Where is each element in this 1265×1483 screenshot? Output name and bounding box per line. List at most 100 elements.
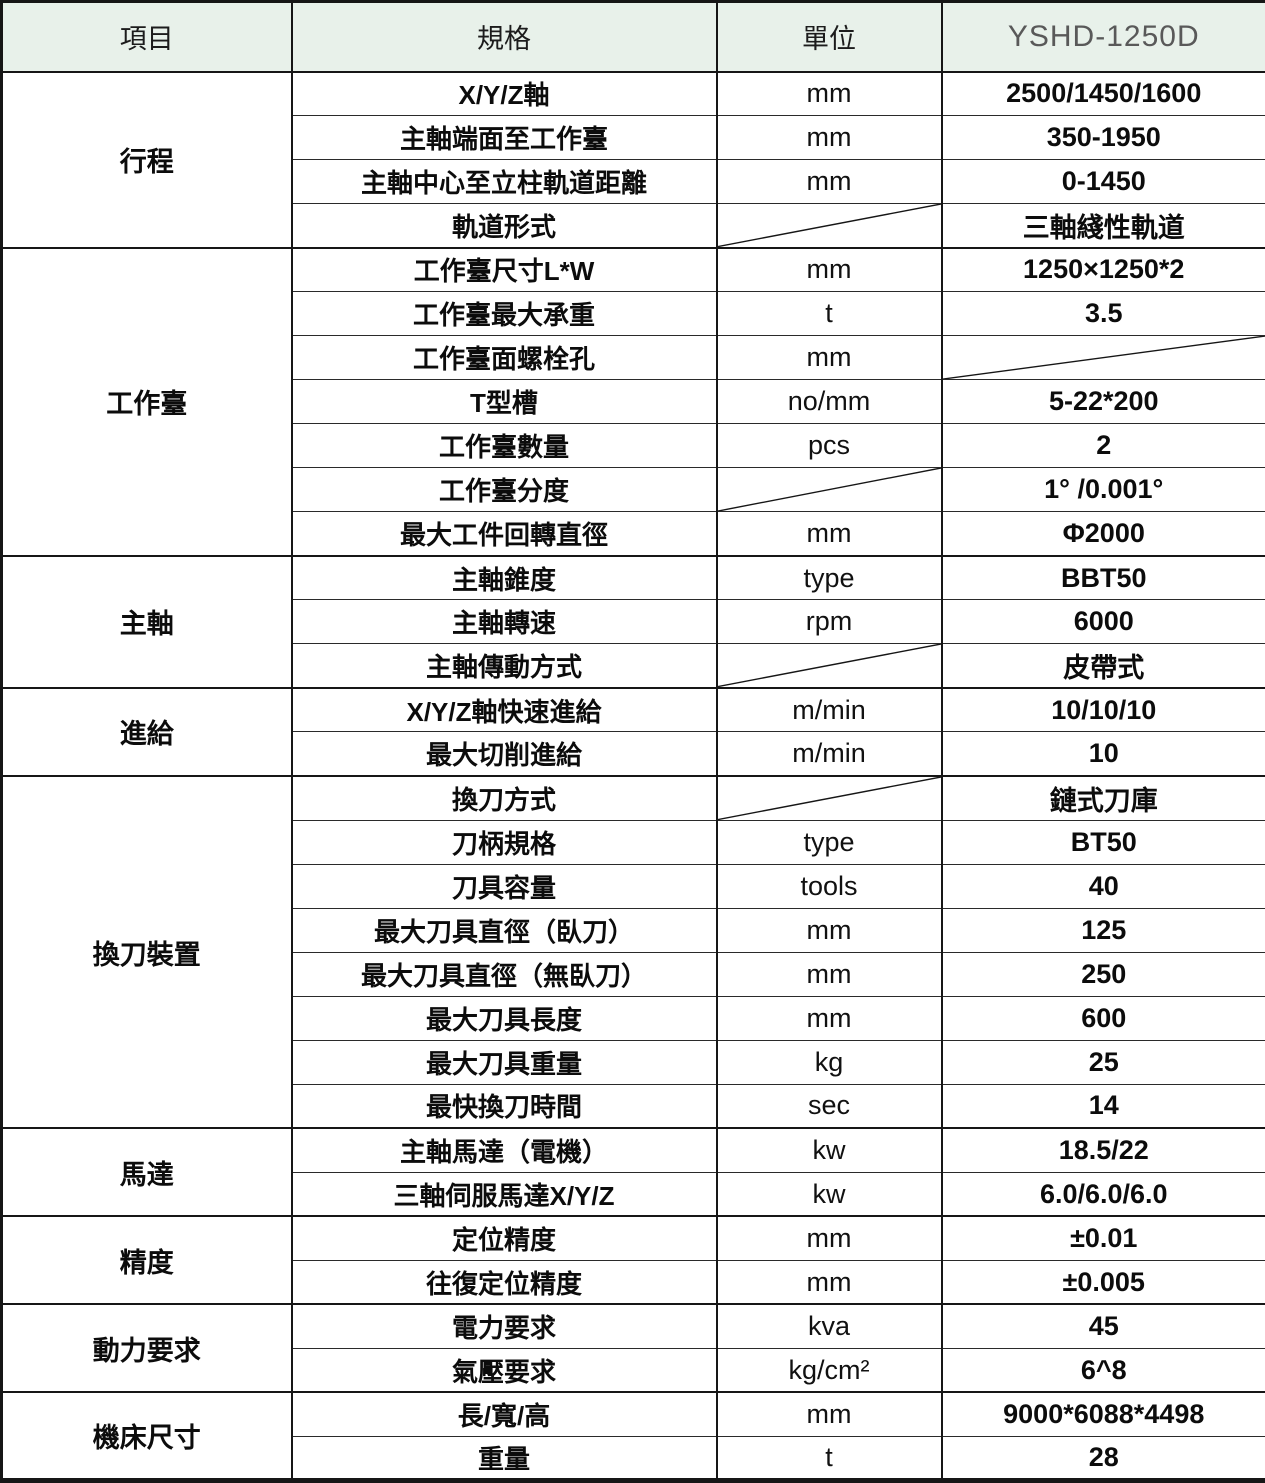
table-row: 工作臺 工作臺尺寸L*W mm 1250×1250*2 — [0, 246, 1265, 556]
unit-cell: mm — [715, 246, 943, 292]
spec-name-cell: 主軸馬達（電機） — [290, 1127, 718, 1173]
diagonal-slash-icon — [718, 204, 941, 247]
unit-cell: type — [715, 554, 943, 600]
unit-cell: mm — [715, 1391, 943, 1437]
spec-name-cell: 工作臺最大承重 — [290, 291, 718, 336]
spec-name-cell: 工作臺分度 — [290, 467, 718, 512]
value-cell: 皮帶式 — [940, 643, 1265, 688]
unit-cell: tools — [715, 863, 943, 909]
value-cell: 鏈式刀庫 — [940, 774, 1265, 821]
spec-name-cell: 最大刀具直徑（臥刀） — [290, 907, 718, 953]
spec-name-cell: 三軸伺服馬達X/Y/Z — [290, 1171, 718, 1217]
unit-cell: t — [715, 291, 943, 336]
table-row: 軌道形式 三軸綫性軌道 — [2, 203, 1265, 248]
spec-name-cell: 軌道形式 — [290, 203, 718, 248]
unit-cell: pcs — [715, 423, 943, 468]
diagonal-slash-icon — [718, 777, 941, 820]
diagonal-slash-icon — [718, 468, 941, 511]
section-item-cell: 行程 — [0, 70, 293, 248]
value-cell: 10 — [940, 731, 1265, 776]
header-model: YSHD-1250D — [940, 1, 1265, 73]
unit-cell: mm — [715, 70, 943, 116]
value-cell: 2 — [940, 423, 1265, 468]
spec-table-body: 行程 X/Y/Z軸 mm 2500/1450/1600 主軸端面至工作臺 mm 350-19… — [0, 70, 1265, 1481]
spec-name-cell: 氣壓要求 — [290, 1347, 718, 1393]
table-row: 重量 t 28 — [2, 1435, 1265, 1481]
value-cell: 250 — [940, 951, 1265, 997]
table-row: 最大刀具重量 kg 25 — [2, 1039, 1265, 1085]
table-row: 氣壓要求 kg/cm² 6^8 — [2, 1347, 1265, 1393]
table-row: 三軸伺服馬達X/Y/Z kw 6.0/6.0/6.0 — [2, 1171, 1265, 1217]
spec-name-cell: 刀具容量 — [290, 863, 718, 909]
table-row: 最大刀具長度 mm 600 — [2, 995, 1265, 1041]
table-row: 最大切削進給 m/min 10 — [2, 731, 1265, 776]
table-row: 工作臺分度 1° /0.001° — [2, 467, 1265, 512]
value-cell: 40 — [940, 863, 1265, 909]
table-row: 主軸 主軸錐度 type BBT50 — [0, 554, 1265, 688]
table-row: 行程 X/Y/Z軸 mm 2500/1450/1600 — [0, 70, 1265, 248]
spec-name-cell: 工作臺尺寸L*W — [290, 246, 718, 292]
section-item-cell: 精度 — [0, 1215, 293, 1305]
unit-cell-not-applicable — [715, 203, 943, 248]
unit-cell: kw — [715, 1127, 943, 1173]
unit-cell: mm — [715, 159, 943, 204]
value-cell: 0-1450 — [940, 159, 1265, 204]
spec-name-cell: 工作臺數量 — [290, 423, 718, 468]
spec-name-cell: X/Y/Z軸 — [290, 70, 718, 116]
table-row: 精度 定位精度 mm ±0.01 — [0, 1215, 1265, 1305]
value-cell: 600 — [940, 995, 1265, 1041]
table-row: 馬達 主軸馬達（電機） kw 18.5/22 — [0, 1127, 1265, 1217]
unit-cell-not-applicable — [715, 774, 943, 821]
section-item-cell: 工作臺 — [0, 246, 293, 556]
unit-cell: m/min — [715, 731, 943, 776]
header-item: 項目 — [0, 1, 293, 73]
value-cell: 6^8 — [940, 1347, 1265, 1393]
spec-name-cell: 最大刀具長度 — [290, 995, 718, 1041]
table-row: 動力要求 電力要求 kva 45 — [0, 1303, 1265, 1393]
unit-cell: no/mm — [715, 379, 943, 424]
table-row: 進給 X/Y/Z軸快速進給 m/min 10/10/10 — [0, 686, 1265, 776]
value-cell: 2500/1450/1600 — [940, 70, 1265, 116]
value-cell: 5-22*200 — [940, 379, 1265, 424]
value-cell: 3.5 — [940, 291, 1265, 336]
unit-cell: m/min — [715, 686, 943, 732]
value-cell: 6.0/6.0/6.0 — [940, 1171, 1265, 1217]
value-cell: BT50 — [940, 819, 1265, 865]
section-item-cell: 動力要求 — [0, 1303, 293, 1393]
unit-cell: kva — [715, 1303, 943, 1349]
table-row: 工作臺數量 pcs 2 — [2, 423, 1265, 468]
table-row: 工作臺最大承重 t 3.5 — [2, 291, 1265, 336]
diagonal-slash-icon — [943, 336, 1265, 379]
spec-name-cell: 重量 — [290, 1435, 718, 1481]
diagonal-slash-icon — [718, 644, 941, 687]
unit-cell: mm — [715, 995, 943, 1041]
table-row: 最大刀具直徑（臥刀） mm 125 — [2, 907, 1265, 953]
table-row: 主軸中心至立柱軌道距離 mm 0-1450 — [2, 159, 1265, 204]
spec-name-cell: 換刀方式 — [290, 774, 718, 821]
spec-name-cell: 定位精度 — [290, 1215, 718, 1261]
table-row: 最大工件回轉直徑 mm Φ2000 — [2, 511, 1265, 556]
section-item-cell: 馬達 — [0, 1127, 293, 1217]
spec-name-cell: 刀柄規格 — [290, 819, 718, 865]
unit-cell: type — [715, 819, 943, 865]
value-cell: BBT50 — [940, 554, 1265, 600]
section-item-cell: 換刀裝置 — [0, 774, 293, 1129]
value-cell: 10/10/10 — [940, 686, 1265, 732]
value-cell: 125 — [940, 907, 1265, 953]
unit-cell: mm — [715, 1259, 943, 1305]
table-row: 換刀裝置 換刀方式 鏈式刀庫 — [0, 774, 1265, 1129]
table-row: 主軸轉速 rpm 6000 — [2, 599, 1265, 644]
value-cell-not-applicable — [940, 335, 1265, 380]
unit-cell: mm — [715, 951, 943, 997]
value-cell: Φ2000 — [940, 511, 1265, 556]
unit-cell: mm — [715, 115, 943, 160]
value-cell: 1250×1250*2 — [940, 246, 1265, 292]
table-row: 機床尺寸 長/寬/高 mm 9000*6088*4498 — [0, 1391, 1265, 1481]
value-cell: 350-1950 — [940, 115, 1265, 160]
value-cell: 18.5/22 — [940, 1127, 1265, 1173]
unit-cell: rpm — [715, 599, 943, 644]
value-cell: 45 — [940, 1303, 1265, 1349]
table-row: 主軸端面至工作臺 mm 350-1950 — [2, 115, 1265, 160]
spec-name-cell: 主軸傳動方式 — [290, 643, 718, 688]
